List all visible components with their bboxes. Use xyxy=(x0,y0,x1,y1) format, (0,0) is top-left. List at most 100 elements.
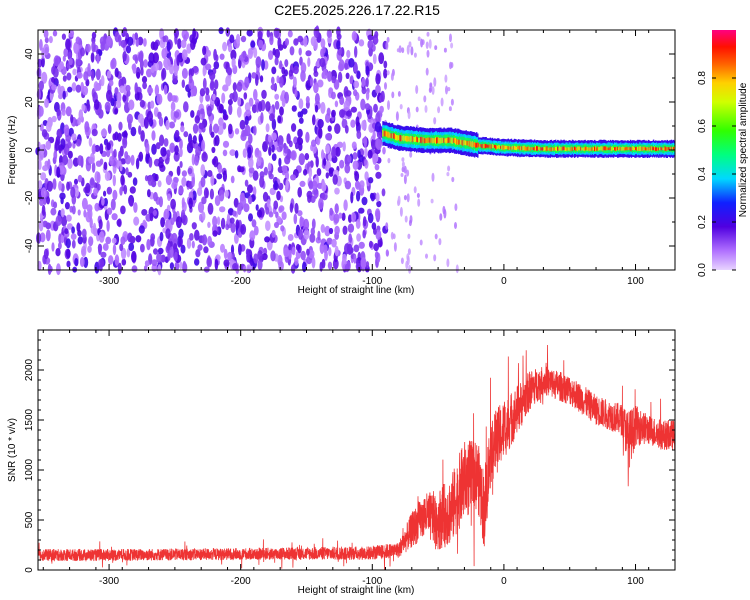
spectrogram-signal-cell xyxy=(661,147,663,151)
spectrogram-signal-cell xyxy=(539,146,541,151)
spectrogram-noise-cell xyxy=(372,154,378,165)
spectrogram-noise-cell xyxy=(106,207,113,215)
spectrogram-noise-cell xyxy=(156,93,163,105)
spectrogram-y-ticks: -40 -20 0 20 40 xyxy=(24,29,675,271)
spectrogram-noise-cell xyxy=(297,111,302,118)
spectrogram-signal-cell xyxy=(419,137,421,143)
spectrogram-signal-cell xyxy=(524,146,526,151)
spectrogram-noise-cell xyxy=(138,52,144,63)
spectrogram-noise-cell xyxy=(367,39,374,50)
spectrogram-signal-cell xyxy=(422,137,424,143)
spectrogram-noise-cell xyxy=(192,135,197,144)
spectrogram-noise-cell xyxy=(71,226,75,234)
spectrogram-noise-cell xyxy=(103,190,107,197)
spectrogram-noise-cell xyxy=(125,84,131,92)
spectrogram-signal-cell xyxy=(565,147,567,152)
spectrogram-noise-cell xyxy=(407,248,411,256)
spectrogram-noise-cell xyxy=(408,264,412,274)
spectrogram-noise-cell xyxy=(48,36,53,44)
spectrogram-noise-cell xyxy=(88,137,93,147)
spectrogram-noise-cell xyxy=(43,43,50,56)
spectrogram-noise-cell xyxy=(250,40,256,48)
spectrogram-noise-cell xyxy=(58,242,62,250)
spectrogram-noise-cell xyxy=(42,165,49,172)
spectrogram-signal-cell xyxy=(663,147,665,151)
spectrogram-noise-cell xyxy=(80,47,85,57)
spectrogram-signal-cell xyxy=(406,135,408,142)
spectrogram-signal-cell xyxy=(485,144,487,149)
spectrogram-signal-cell xyxy=(636,147,638,151)
spectrogram-signal-cell xyxy=(582,147,584,151)
spectrogram-signal-cell xyxy=(561,146,563,151)
spectrogram-noise-cell xyxy=(66,260,71,268)
spectrogram-signal-cell xyxy=(440,137,442,144)
spectrogram-noise-cell xyxy=(67,51,72,61)
spectrogram-noise-cell xyxy=(433,117,437,125)
spectrogram-noise-cell xyxy=(87,245,92,253)
spectrogram-noise-cell xyxy=(108,255,114,265)
spectrogram-noise-cell xyxy=(270,250,276,262)
spectrogram-noise-cell xyxy=(319,242,325,255)
spectrogram-noise-cell xyxy=(271,66,277,75)
spectrogram-noise-cell xyxy=(41,56,45,68)
x-tick-label: 0 xyxy=(501,576,507,587)
snr-y-label: SNR (10 * v/v) xyxy=(7,418,18,482)
spectrogram-noise-cell xyxy=(354,171,360,182)
spectrogram-noise-cell xyxy=(39,199,44,206)
spectrogram-noise-cell xyxy=(350,191,354,204)
spectrogram-noise-cell xyxy=(269,113,275,122)
spectrogram-noise-cell xyxy=(253,125,257,136)
spectrogram-signal-cell xyxy=(614,147,616,151)
spectrogram-signal-cell xyxy=(659,147,661,151)
spectrogram-signal-cell xyxy=(584,146,586,151)
spectrogram-signal-cell xyxy=(672,147,675,151)
spectrogram-noise-cell xyxy=(122,137,128,149)
spectrogram-noise-cell xyxy=(51,66,56,75)
spectrogram-noise-cell xyxy=(77,155,84,166)
spectrogram-noise-cell xyxy=(145,142,150,155)
spectrogram-noise-cell xyxy=(311,139,317,147)
spectrogram-signal-cell xyxy=(632,146,635,151)
spectrogram-signal-cell xyxy=(589,147,592,151)
spectrogram-noise-cell xyxy=(431,172,435,182)
spectrogram-noise-cell xyxy=(70,114,74,124)
spectrogram-noise-cell xyxy=(364,158,368,166)
x-tick-label: -200 xyxy=(231,576,251,587)
spectrogram-noise-cell xyxy=(358,39,365,47)
spectrogram-noise-cell xyxy=(151,130,156,141)
spectrogram-signal-cell xyxy=(397,135,399,141)
spectrogram-noise-cell xyxy=(244,76,250,89)
spectrogram-noise-cell xyxy=(210,131,215,138)
spectrogram-signal-cell xyxy=(654,146,656,151)
spectrogram-signal-cell xyxy=(473,141,476,147)
spectrogram-noise-cell xyxy=(227,208,234,216)
spectrogram-signal-cell xyxy=(588,147,591,152)
spectrogram-noise-cell xyxy=(230,49,237,61)
spectrogram-noise-cell xyxy=(56,263,61,276)
spectrogram-noise-cell xyxy=(198,122,205,130)
spectrogram-noise-cell xyxy=(337,71,343,83)
spectrogram-noise-cell xyxy=(213,123,219,134)
spectrogram-noise-cell xyxy=(408,219,412,227)
spectrogram-noise-cell xyxy=(246,251,250,263)
spectrogram-noise-cell xyxy=(210,174,215,187)
spectrogram-noise-cell xyxy=(66,181,70,191)
spectrogram-noise-cell xyxy=(333,213,340,224)
spectrogram-noise-cell xyxy=(342,141,346,152)
spectrogram-noise-cell xyxy=(125,167,129,176)
spectrogram-noise-cell xyxy=(375,171,382,179)
spectrogram-noise-cell xyxy=(234,150,239,159)
spectrogram-signal-cell xyxy=(481,144,483,149)
spectrogram-noise-cell xyxy=(401,166,405,173)
spectrogram-signal-cell xyxy=(627,147,629,150)
spectrogram-noise-cell xyxy=(58,233,62,244)
spectrogram-noise-cell xyxy=(47,158,51,170)
spectrogram-noise-cell xyxy=(40,172,47,181)
spectrogram-noise-cell xyxy=(312,188,319,196)
spectrogram-noise-cell xyxy=(97,243,103,252)
spectrogram-signal-cell xyxy=(540,147,542,151)
spectrogram-noise-cell xyxy=(62,55,66,62)
spectrogram-noise-cell xyxy=(130,126,137,137)
spectrogram-noise-cell xyxy=(256,209,263,218)
